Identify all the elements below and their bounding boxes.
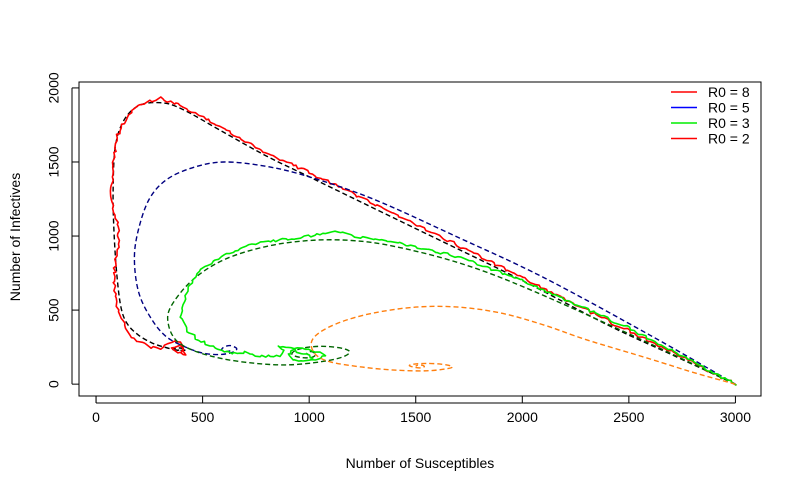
legend-label-0: R0 = 8 <box>708 84 750 100</box>
plot-box <box>78 81 762 397</box>
legend-label-1: R0 = 5 <box>708 100 750 116</box>
legend-label-3: R0 = 2 <box>708 131 750 147</box>
series-layer <box>109 96 737 386</box>
y-tick-label-1500: 1500 <box>46 146 62 177</box>
series-line-5 <box>310 305 736 385</box>
x-tick-label-0: 0 <box>92 409 100 425</box>
x-tick-label-2000: 2000 <box>507 409 538 425</box>
series-line-3 <box>166 239 736 385</box>
x-tick-label-3000: 3000 <box>720 409 751 425</box>
y-tick-label-500: 500 <box>46 298 62 322</box>
x-tick-label-500: 500 <box>191 409 215 425</box>
x-tick-label-1500: 1500 <box>400 409 431 425</box>
legend-label-2: R0 = 3 <box>708 115 750 131</box>
x-tick-label-2500: 2500 <box>613 409 644 425</box>
x-tick-label-1000: 1000 <box>294 409 325 425</box>
series-line-4 <box>179 230 737 386</box>
y-axis-title: Number of Infectives <box>7 173 23 301</box>
y-tick-label-0: 0 <box>46 380 62 388</box>
y-tick-label-2000: 2000 <box>46 72 62 103</box>
axes-layer: 0 500 1000 1500 2000 2500 3000 0 500 1000 1500 2000 <box>46 72 752 425</box>
series-line-0 <box>112 101 736 385</box>
y-tick-label-1000: 1000 <box>46 220 62 251</box>
series-line-1 <box>109 96 737 386</box>
x-axis-title: Number of Susceptibles <box>346 455 495 471</box>
legend: R0 = 8R0 = 5R0 = 3R0 = 2 <box>671 84 750 147</box>
